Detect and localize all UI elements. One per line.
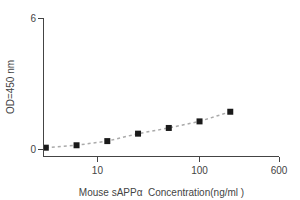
svg-text:100: 100 xyxy=(191,165,208,176)
svg-text:Mouse sAPPα Concentration(ng/: Mouse sAPPα Concentration(ng/ml ) xyxy=(79,187,244,198)
svg-text:600: 600 xyxy=(271,165,288,176)
svg-text:10: 10 xyxy=(92,165,104,176)
svg-text:6: 6 xyxy=(30,13,36,24)
svg-text:OD=450 nm: OD=450 nm xyxy=(5,60,16,114)
svg-text:0: 0 xyxy=(30,144,36,155)
